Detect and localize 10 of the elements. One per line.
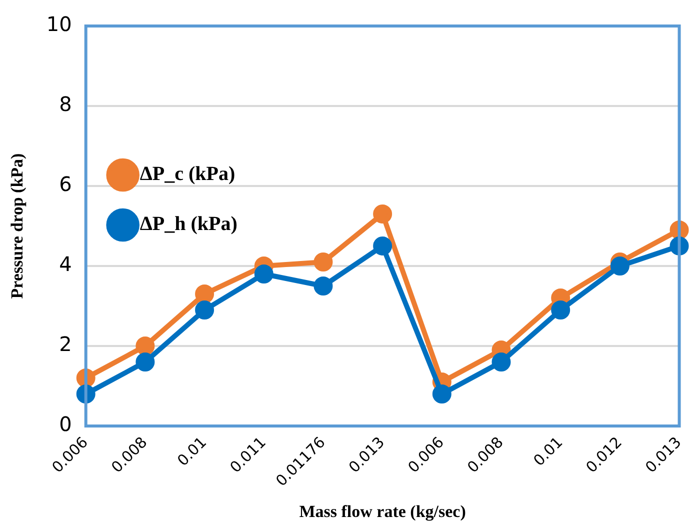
- y-tick-label: 8: [59, 92, 72, 116]
- x-axis-title: Mass flow rate (kg/sec): [299, 502, 466, 522]
- y-tick-label: 10: [46, 12, 72, 36]
- y-tick-label: 4: [59, 252, 72, 276]
- legend-label: ΔP_c (kPa): [140, 163, 236, 186]
- y-tick-label: 2: [59, 332, 72, 356]
- y-axis-title: Pressure drop (kPa): [8, 153, 27, 299]
- legend-label: ΔP_h (kPa): [140, 213, 238, 236]
- y-tick-label: 6: [59, 172, 72, 196]
- y-tick-label: 0: [59, 412, 72, 436]
